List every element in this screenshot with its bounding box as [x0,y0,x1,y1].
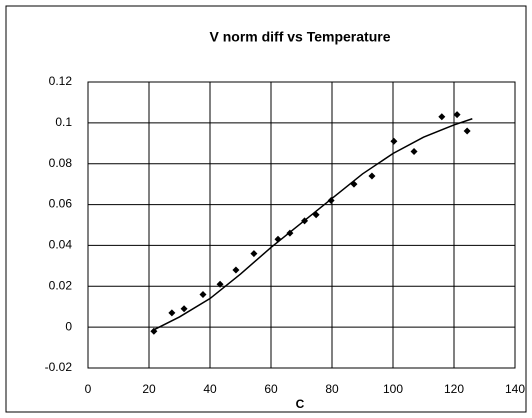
y-tick-label: 0.06 [49,197,73,211]
y-tick-label: 0.02 [49,278,73,292]
data-point [410,147,418,155]
data-point [180,305,188,313]
data-point [453,111,461,119]
x-axis-label: C [296,397,305,411]
y-tick-label: 0.1 [55,115,72,129]
x-tick-label: 100 [383,382,403,396]
x-tick-label: 20 [142,382,156,396]
data-point [390,137,398,145]
data-point [327,196,335,204]
x-tick-label: 140 [505,382,525,396]
y-tick-label: 0.12 [49,74,73,88]
x-tick-label: 60 [264,382,278,396]
y-tick-label: 0 [65,319,72,333]
data-point [368,172,376,180]
plot-area [87,81,516,369]
data-point [216,280,224,288]
y-tick-label: 0.08 [49,156,73,170]
x-tick-label: 40 [203,382,217,396]
data-point [232,266,240,274]
x-tick-label: 120 [444,382,464,396]
x-tick-label: 0 [85,382,92,396]
data-point [463,127,471,135]
y-tick-label: 0.04 [49,238,73,252]
y-tick-label: -0.02 [45,360,73,374]
data-point [250,250,258,258]
trend-line [154,118,473,330]
data-point [168,309,176,317]
chart-title: V norm diff vs Temperature [209,29,390,45]
x-tick-label: 80 [325,382,339,396]
data-point [199,290,207,298]
data-point [438,113,446,121]
